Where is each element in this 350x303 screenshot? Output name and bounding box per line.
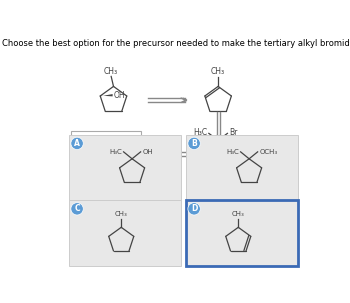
Text: CH₃: CH₃ xyxy=(232,211,245,217)
Text: CH₃: CH₃ xyxy=(115,211,128,217)
Text: OCH₃: OCH₃ xyxy=(259,149,277,155)
Circle shape xyxy=(71,203,83,215)
Text: D: D xyxy=(191,204,197,213)
Text: OH: OH xyxy=(113,91,125,100)
Text: B: B xyxy=(191,139,197,148)
Bar xyxy=(186,200,298,266)
Bar xyxy=(71,131,141,170)
Text: CH₃: CH₃ xyxy=(104,67,118,76)
Bar xyxy=(69,135,181,200)
Circle shape xyxy=(188,137,200,150)
Text: A: A xyxy=(74,139,80,148)
Text: H₃C: H₃C xyxy=(109,149,122,155)
Bar xyxy=(186,135,298,200)
Polygon shape xyxy=(100,94,113,96)
Text: C: C xyxy=(74,204,80,213)
Bar xyxy=(69,200,181,266)
Text: Br: Br xyxy=(229,128,237,137)
Text: H₃C: H₃C xyxy=(193,128,207,137)
Text: CH₃: CH₃ xyxy=(211,67,225,76)
Text: H₃C: H₃C xyxy=(226,149,239,155)
Text: Choose the best option for the precursor needed to make the tertiary alkyl bromi: Choose the best option for the precursor… xyxy=(1,39,350,48)
Circle shape xyxy=(71,137,83,150)
Circle shape xyxy=(188,203,200,215)
Text: OH: OH xyxy=(142,149,153,155)
